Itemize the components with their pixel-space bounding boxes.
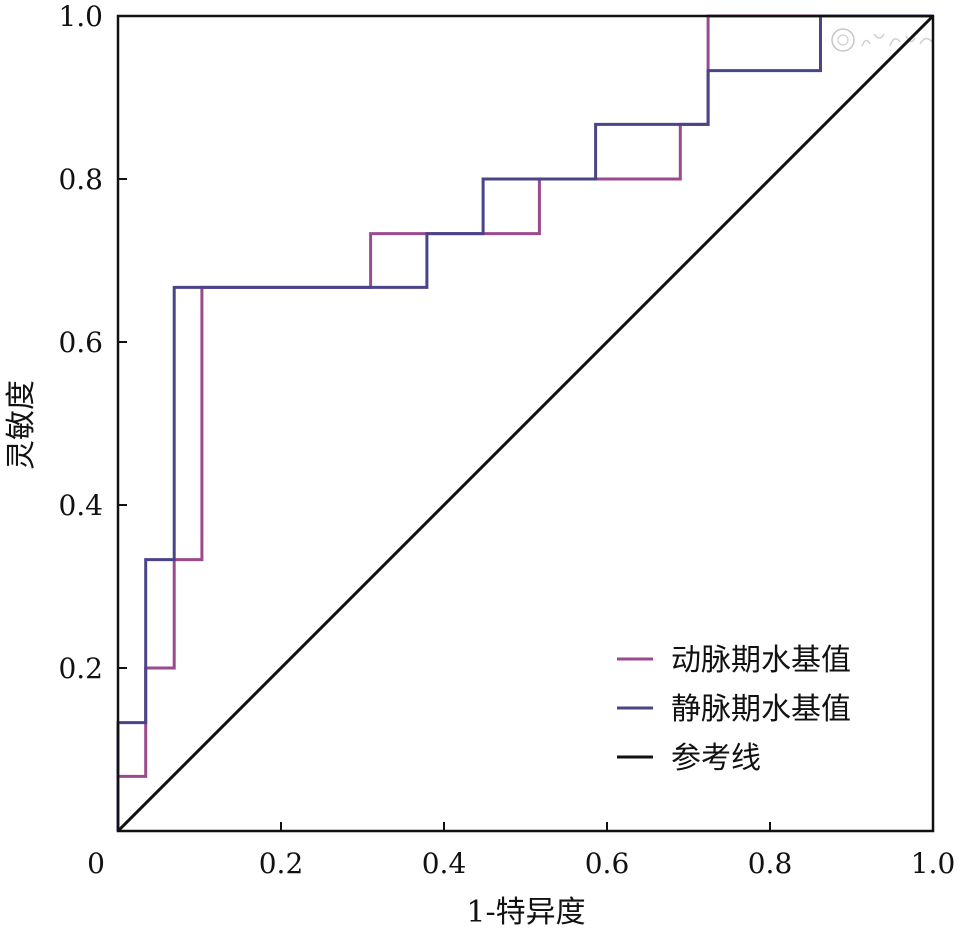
x-tick-label-3: 0.6	[585, 847, 630, 880]
series-line-2	[116, 14, 935, 833]
x-tick-label-1: 0.2	[259, 847, 304, 880]
y-axis-title: 灵敏度	[4, 380, 39, 470]
x-tick-label-2: 0.4	[422, 847, 467, 880]
plot-frame	[116, 14, 935, 833]
legend: 动脉期水基值 静脉期水基值 参考线	[617, 643, 851, 776]
watermark-logo	[831, 28, 933, 52]
y-tick-label-0: 0.2	[58, 652, 103, 685]
plot-area	[116, 14, 935, 833]
x-tick-label-4: 0.8	[748, 847, 793, 880]
legend-label-venous: 静脉期水基值	[671, 692, 851, 727]
y-tick-label-4: 1.0	[58, 0, 103, 33]
axis-ticks: 0 0.2 0.4 0.6 0.8 1.0 0.2 0.4 0.6 0.8 1.0	[58, 0, 955, 880]
series-line-1	[116, 14, 933, 831]
y-tick-label-2: 0.6	[58, 326, 103, 359]
legend-label-arterial: 动脉期水基值	[671, 643, 851, 678]
y-tick-label-1: 0.4	[58, 489, 103, 522]
x-tick-label-0: 0	[87, 847, 105, 880]
x-axis-title: 1-特异度	[466, 895, 585, 930]
legend-label-reference: 参考线	[671, 741, 761, 776]
x-tick-label-5: 1.0	[911, 847, 956, 880]
y-tick-label-3: 0.8	[58, 163, 103, 196]
